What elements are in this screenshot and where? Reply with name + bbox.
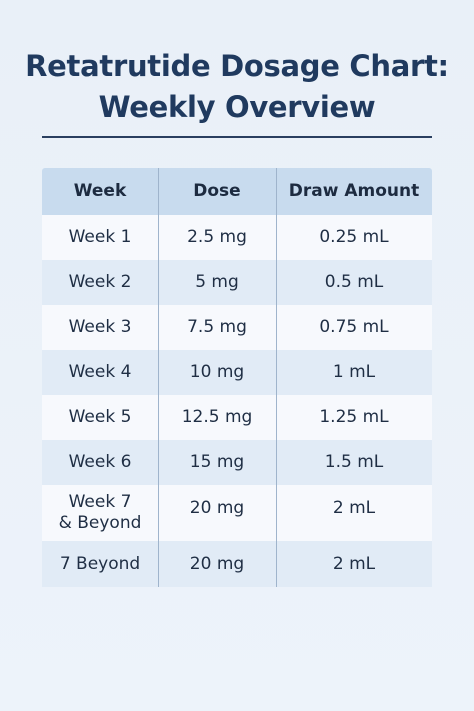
dosage-table: Week Dose Draw Amount Week 1 2.5 mg 0.25… — [42, 168, 432, 587]
week-cell: Week 1 — [68, 227, 132, 247]
draw-amount-cell: 0.25 mL — [319, 227, 389, 247]
table-row: Week 2 5 mg 0.5 mL — [42, 260, 432, 305]
header-draw-amount: Draw Amount — [288, 181, 420, 201]
table-row: 7 Beyond 20 mg 2 mL — [42, 541, 432, 587]
table-row: Week 4 10 mg 1 mL — [42, 350, 432, 395]
draw-amount-cell: 2 mL — [332, 553, 376, 574]
draw-amount-cell: 1.5 mL — [324, 452, 384, 472]
table-row: Week 7 & Beyond 20 mg 2 mL — [42, 485, 432, 541]
table-row: Week 5 12.5 mg 1.25 mL — [42, 395, 432, 440]
title-divider — [42, 136, 432, 138]
week-cell: Week 3 — [68, 317, 132, 337]
draw-amount-cell: 1 mL — [332, 362, 376, 382]
week-cell: Week 7 & Beyond — [58, 492, 142, 533]
page-title-line-1: Retatrutide Dosage Chart: — [25, 49, 449, 83]
draw-amount-cell: 1.25 mL — [319, 407, 389, 427]
dose-cell: 12.5 mg — [181, 407, 253, 427]
table-row: Week 1 2.5 mg 0.25 mL — [42, 215, 432, 260]
draw-amount-cell: 2 mL — [332, 498, 376, 518]
draw-amount-cell: 0.75 mL — [319, 317, 389, 337]
table-header-row: Week Dose Draw Amount — [42, 168, 432, 215]
dose-cell: 15 mg — [189, 452, 245, 472]
dose-cell: 10 mg — [189, 362, 245, 382]
week-cell: Week 2 — [68, 272, 132, 292]
dose-cell: 20 mg — [189, 553, 245, 574]
table-row: Week 3 7.5 mg 0.75 mL — [42, 305, 432, 350]
dose-cell: 7.5 mg — [187, 317, 247, 337]
table-row: Week 6 15 mg 1.5 mL — [42, 440, 432, 485]
week-cell: Week 4 — [68, 362, 132, 382]
week-cell: Week 5 — [68, 407, 132, 427]
dose-cell: 20 mg — [189, 498, 245, 518]
dose-cell: 2.5 mg — [187, 227, 247, 247]
dose-cell: 5 mg — [195, 272, 239, 292]
week-cell: 7 Beyond — [59, 553, 141, 574]
week-cell: Week 6 — [68, 452, 132, 472]
page-title-line-2: Weekly Overview — [98, 90, 376, 124]
column-divider — [158, 168, 159, 587]
header-week: Week — [73, 181, 127, 201]
column-divider — [276, 168, 277, 587]
draw-amount-cell: 0.5 mL — [324, 272, 384, 292]
header-dose: Dose — [193, 181, 241, 201]
